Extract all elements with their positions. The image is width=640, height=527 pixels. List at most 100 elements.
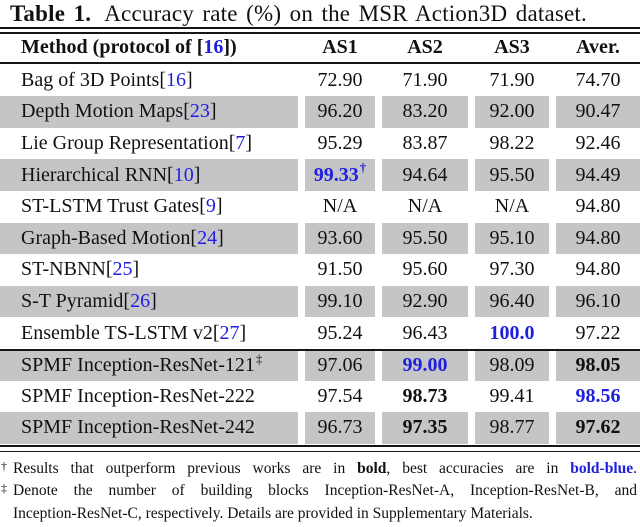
value-cell: 98.22 [475, 128, 549, 160]
table-row: SPMF Inception-ResNet-121 ‡ 97.06 99.00 98.0… [0, 348, 640, 381]
table-row: Bag of 3D Points [16] 72.90 71.90 71.90 74.7… [0, 65, 640, 97]
accuracy-value: 98.22 [489, 132, 535, 155]
method-name: SPMF Inception-ResNet-242 [21, 416, 255, 439]
citation-link[interactable]: 16 [203, 36, 224, 59]
value-cell: 94.64 [382, 159, 468, 191]
table-row: Hierarchical RNN [10] 99.33 † 94.64 95.50 94.… [0, 159, 640, 191]
method-cell: Depth Motion Maps [23] [0, 96, 298, 128]
citation-link[interactable]: 7 [235, 132, 246, 155]
value-cell: 98.77 [475, 412, 549, 444]
method-header-text: Method (protocol of [ [21, 36, 204, 59]
accuracy-value: 97.54 [317, 384, 363, 407]
table-row: SPMF Inception-ResNet-242 96.73 97.35 98.77… [0, 412, 640, 444]
table-caption-text: Accuracy rate (%) on the MSR Action3D da… [104, 1, 587, 26]
accuracy-value: 99.41 [489, 384, 535, 407]
method-name: Lie Group Representation [21, 132, 229, 155]
table-bottom-rule-2 [0, 450, 640, 453]
value-cell: 95.50 [382, 222, 468, 255]
footnote-segment: bold [357, 459, 387, 477]
value-cell: 71.90 [475, 65, 549, 97]
table-row: ST-NBNN [25] 91.50 95.60 97.30 94.80 [0, 254, 640, 286]
accuracy-value: 95.10 [489, 226, 535, 249]
footnote-text: Inception-ResNet-C, respectively. Detail… [13, 504, 533, 522]
value-cell: 74.70 [556, 65, 640, 97]
footnote-segment: Results that outperform previous works a… [13, 459, 358, 477]
value-cell: 99.00 [382, 350, 468, 381]
citation-link[interactable]: 26 [130, 290, 151, 313]
accuracy-value: 94.80 [575, 226, 621, 249]
value-cell: 93.60 [305, 222, 375, 255]
accuracy-value: 96.73 [317, 416, 363, 439]
citation-link[interactable]: 10 [173, 163, 194, 186]
value-cell: 94.49 [556, 159, 640, 191]
column-header-aver: Aver. [576, 36, 620, 59]
value-cell: 98.56 [556, 381, 640, 413]
value-cell: 98.09 [475, 350, 549, 381]
method-name: Bag of 3D Points [21, 68, 160, 91]
value-cell: 92.90 [382, 285, 468, 318]
value-cell: 96.73 [305, 412, 375, 444]
table-footnotes: † Results that outperform previous works … [1, 458, 637, 526]
table-row: ST-LSTM Trust Gates [9] N/A N/A N/A 94.80 [0, 191, 640, 223]
table-header-row: Method (protocol of [16]) AS1 AS2 AS3 Av… [0, 34, 640, 63]
accuracy-value: 97.35 [402, 416, 448, 439]
method-cell: Lie Group Representation [7] [21, 132, 253, 155]
accuracy-value: 98.56 [575, 384, 621, 407]
citation-link[interactable]: 27 [219, 321, 240, 344]
method-cell: Bag of 3D Points [16] [21, 68, 193, 91]
accuracy-value: 94.80 [575, 195, 621, 218]
value-cell: 92.00 [475, 96, 549, 128]
method-header-text-end: ]) [223, 36, 237, 59]
value-cell: 100.0 [475, 317, 549, 349]
citation-link[interactable]: 24 [197, 226, 218, 249]
accuracy-value: 95.29 [317, 132, 363, 155]
method-name: Hierarchical RNN [21, 163, 168, 186]
method-name: SPMF Inception-ResNet-121 [21, 354, 255, 377]
footnote-segment: , best accuracies are in [386, 459, 571, 477]
accuracy-value: 98.05 [575, 354, 621, 377]
table-body: Bag of 3D Points [16] 72.90 71.90 71.90 74.7… [0, 65, 640, 444]
citation-link[interactable]: 25 [112, 258, 133, 281]
accuracy-value: 98.73 [402, 384, 448, 407]
value-cell: 98.05 [556, 350, 640, 381]
accuracy-value: 91.50 [317, 258, 363, 281]
value-cell: 90.47 [556, 96, 640, 128]
method-cell: SPMF Inception-ResNet-121 ‡ [0, 350, 298, 381]
footnote-symbol: ‡ [1, 481, 7, 495]
table-row: Lie Group Representation [7] 95.29 83.87 98… [0, 128, 640, 160]
accuracy-value: 95.50 [489, 163, 535, 186]
accuracy-value: 95.24 [317, 321, 363, 344]
citation-link[interactable]: 16 [166, 68, 187, 91]
citation-link[interactable]: 9 [205, 195, 216, 218]
accuracy-value: 93.60 [317, 226, 363, 249]
method-cell: Graph-Based Motion [24] [0, 222, 298, 255]
accuracy-value: N/A [322, 195, 358, 218]
accuracy-value: 71.90 [489, 68, 535, 91]
method-cell: Hierarchical RNN [10] [0, 159, 298, 191]
accuracy-value: 98.09 [489, 354, 535, 377]
accuracy-value: 97.62 [575, 416, 621, 439]
accuracy-value: 90.47 [575, 100, 621, 123]
accuracy-value: 94.64 [402, 163, 448, 186]
value-cell: 96.40 [475, 285, 549, 318]
value-cell: 95.10 [475, 222, 549, 255]
method-cell: ST-NBNN [25] [21, 258, 140, 281]
value-cell: 95.60 [382, 254, 468, 286]
value-cell: 99.41 [475, 381, 549, 413]
value-cell: 97.30 [475, 254, 549, 286]
accuracy-value: N/A [407, 195, 443, 218]
value-cell: 94.80 [556, 222, 640, 255]
accuracy-value: 98.77 [489, 416, 535, 439]
citation-link[interactable]: 23 [189, 100, 210, 123]
value-cell: 95.29 [305, 128, 375, 160]
method-name: ST-LSTM Trust Gates [21, 195, 200, 218]
accuracy-value: 94.80 [575, 258, 621, 281]
column-header-method: Method (protocol of [16]) [0, 34, 298, 63]
value-cell: 83.87 [382, 128, 468, 160]
header-separator-rule [0, 62, 640, 65]
method-cell: S-T Pyramid [26] [0, 285, 298, 318]
value-cell: 92.46 [556, 128, 640, 160]
footnote-segment: bold-blue [570, 459, 634, 477]
method-cell: SPMF Inception-ResNet-222 [0, 381, 298, 413]
table-row: Depth Motion Maps [23] 96.20 83.20 92.00 90.… [0, 96, 640, 128]
